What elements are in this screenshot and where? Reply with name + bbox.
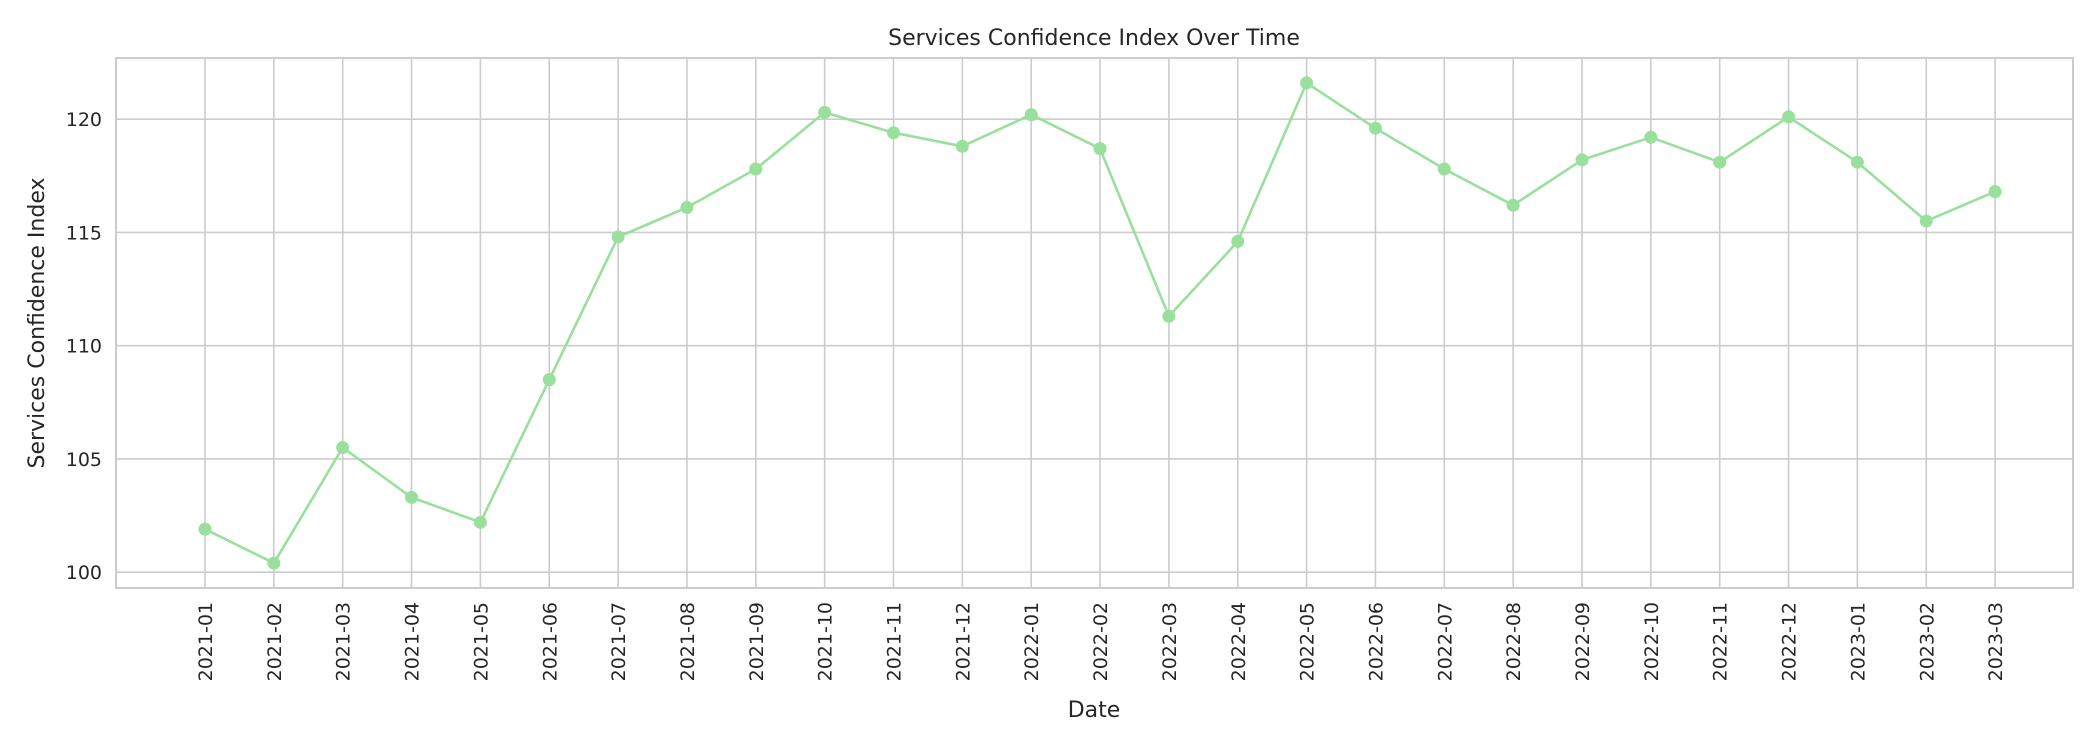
chart-title: Services Confidence Index Over Time (888, 26, 1300, 51)
x-tick-label: 2023-03 (1985, 602, 2007, 681)
y-tick-label: 120 (66, 109, 102, 131)
data-point (1093, 142, 1107, 156)
series-layer (198, 76, 2002, 570)
x-tick-label: 2021-03 (333, 602, 355, 681)
x-tick-label: 2021-10 (815, 602, 837, 681)
data-point (1506, 198, 1520, 212)
plot-frame (115, 57, 2074, 589)
x-tick-label: 2021-09 (746, 602, 768, 681)
x-axis-ticks: 2021-01 2021-02 2021-03 2021-04 2021-05 2021-… (195, 602, 2007, 681)
x-tick-label: 2022-07 (1434, 602, 1456, 681)
data-point (1988, 185, 2002, 199)
data-point (887, 126, 900, 140)
data-point (1162, 309, 1176, 323)
data-point (1368, 121, 1382, 135)
data-point (542, 373, 556, 387)
y-tick-label: 100 (66, 562, 102, 584)
data-point (1713, 155, 1727, 169)
x-tick-label: 2022-11 (1710, 602, 1732, 681)
x-tick-label: 2022-03 (1159, 602, 1181, 681)
x-tick-label: 2021-04 (402, 602, 424, 681)
x-tick-label: 2022-04 (1228, 602, 1250, 681)
x-tick-label: 2021-08 (677, 602, 699, 681)
y-tick-label: 110 (66, 336, 102, 358)
x-tick-label: 2022-01 (1021, 602, 1043, 681)
data-point (405, 490, 419, 504)
x-tick-label: 2022-06 (1365, 602, 1387, 681)
x-tick-label: 2021-06 (539, 602, 561, 681)
y-tick-label: 115 (66, 222, 102, 244)
x-tick-label: 2022-12 (1779, 602, 1801, 681)
data-point (749, 162, 763, 176)
x-tick-label: 2021-02 (264, 602, 286, 681)
x-tick-label: 2021-01 (195, 602, 217, 681)
x-tick-label: 2022-05 (1297, 602, 1319, 681)
x-tick-label: 2022-09 (1572, 602, 1594, 681)
data-point (1024, 108, 1038, 122)
x-tick-label: 2023-02 (1916, 602, 1938, 681)
data-point (1575, 153, 1589, 167)
y-tick-label: 105 (66, 449, 102, 471)
x-axis-label: Date (1068, 698, 1121, 723)
x-tick-label: 2022-10 (1641, 602, 1663, 681)
y-axis-label: Services Confidence Index (25, 177, 50, 468)
data-point (1919, 214, 1933, 228)
data-point (1782, 110, 1796, 124)
data-point (680, 200, 694, 214)
data-point (336, 441, 350, 455)
data-point (473, 515, 487, 529)
data-point (955, 139, 969, 153)
data-point (198, 522, 212, 536)
x-tick-label: 2021-05 (470, 602, 492, 681)
x-tick-label: 2022-08 (1503, 602, 1525, 681)
x-tick-label: 2021-11 (884, 602, 906, 681)
x-tick-label: 2021-12 (952, 602, 974, 681)
data-point (1437, 162, 1451, 176)
y-axis-ticks: 100 105 110 115 120 (66, 109, 102, 584)
grid (116, 58, 2073, 588)
data-point (818, 105, 832, 119)
x-tick-label: 2021-07 (608, 602, 630, 681)
data-point (267, 556, 281, 570)
data-point (1644, 130, 1658, 144)
x-tick-label: 2023-01 (1847, 602, 1869, 681)
data-point (1300, 76, 1314, 90)
x-tick-label: 2022-02 (1090, 602, 1112, 681)
data-point (1231, 234, 1245, 248)
data-point (1850, 155, 1864, 169)
data-point (611, 230, 625, 244)
